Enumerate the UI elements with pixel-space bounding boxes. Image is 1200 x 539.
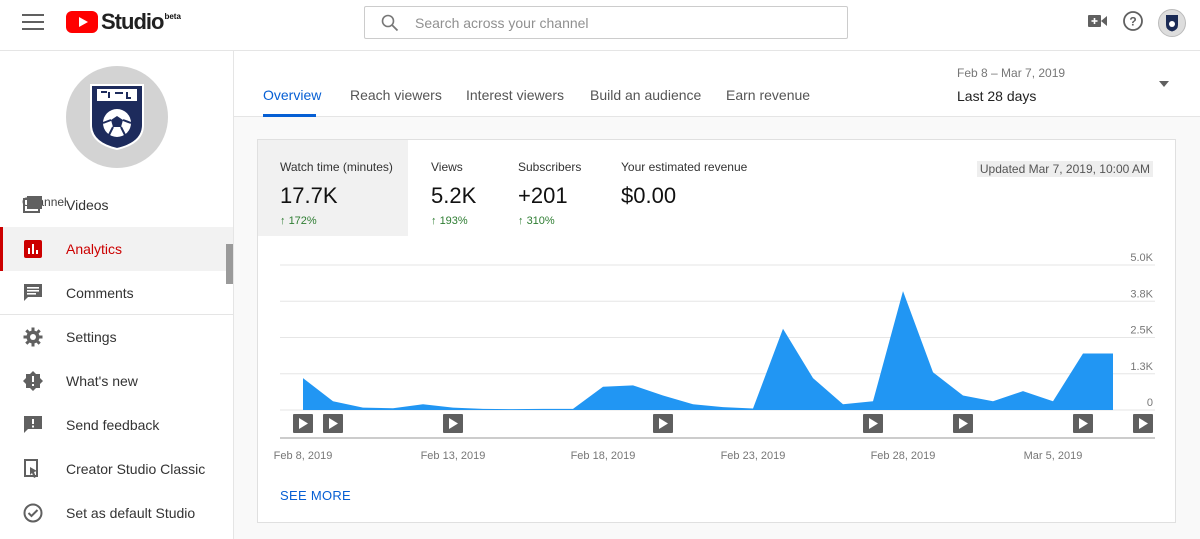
metric-estimated-revenue[interactable]: Your estimated revenue $0.00 — [621, 140, 771, 236]
y-tick-label: 1.3K — [1130, 361, 1153, 373]
metric-change: ↑ 193% — [431, 215, 468, 227]
x-tick-label: Feb 23, 2019 — [721, 450, 786, 462]
y-tick-label: 0 — [1147, 397, 1153, 409]
sidebar-item-label: Settings — [66, 329, 117, 345]
search-icon — [381, 14, 399, 31]
video-marker[interactable] — [323, 414, 343, 433]
x-tick-label: Mar 5, 2019 — [1024, 450, 1083, 462]
top-bar: Studio beta ? — [0, 0, 1200, 51]
active-tab-indicator — [263, 114, 316, 117]
x-tick-label: Feb 28, 2019 — [871, 450, 936, 462]
y-tick-label: 5.0K — [1130, 252, 1153, 264]
metric-subscribers[interactable]: Subscribers +201 ↑ 310% — [518, 140, 608, 236]
x-tick-label: Feb 13, 2019 — [421, 450, 486, 462]
account-avatar[interactable] — [1158, 9, 1186, 37]
overview-card: Watch time (minutes) 17.7K ↑ 172% Views … — [257, 139, 1176, 523]
tab-interest-viewers[interactable]: Interest viewers — [466, 87, 565, 103]
video-marker[interactable] — [1133, 414, 1153, 433]
search-input[interactable] — [415, 14, 815, 31]
comments-icon — [22, 283, 44, 303]
video-marker[interactable] — [653, 414, 673, 433]
video-marker[interactable] — [1073, 414, 1093, 433]
date-range-dates: Feb 8 – Mar 7, 2019 — [957, 66, 1066, 80]
logo-badge: beta — [164, 11, 181, 21]
videos-icon — [22, 196, 44, 214]
analytics-icon — [22, 240, 44, 258]
sidebar-item-send-feedback[interactable]: Send feedback — [0, 403, 233, 447]
sidebar: Channel Videos Analytics Comments Settin… — [0, 51, 234, 539]
metric-value: 5.2K — [431, 183, 477, 208]
metric-value: $0.00 — [621, 183, 677, 208]
metric-change: ↑ 310% — [518, 215, 555, 227]
arrow-up-icon: ↑ — [518, 215, 524, 227]
classic-icon — [22, 459, 44, 479]
video-marker[interactable] — [293, 414, 313, 433]
sidebar-item-whats-new[interactable]: What's new — [0, 359, 233, 403]
youtube-play-icon — [66, 11, 98, 33]
tabs-bar: Overview Reach viewers Interest viewers … — [234, 51, 1200, 117]
updated-timestamp: Updated Mar 7, 2019, 10:00 AM — [976, 161, 1153, 177]
metric-label: Subscribers — [518, 160, 582, 174]
metric-label: Watch time (minutes) — [280, 160, 393, 174]
sidebar-item-settings[interactable]: Settings — [0, 315, 233, 359]
date-range-label: Last 28 days — [957, 88, 1037, 104]
video-marker[interactable] — [443, 414, 463, 433]
sidebar-item-creator-studio-classic[interactable]: Creator Studio Classic — [0, 447, 233, 491]
gear-icon — [22, 327, 44, 347]
sidebar-item-analytics[interactable]: Analytics — [0, 227, 233, 271]
watch-time-chart: 5.0K 3.8K 2.5K 1.3K 0 Feb 8, 2019 Feb 13, 2019… — [274, 252, 1155, 462]
arrow-up-icon: ↑ — [280, 215, 286, 227]
sidebar-item-label: Creator Studio Classic — [66, 461, 206, 477]
date-range-selector[interactable]: Feb 8 – Mar 7, 2019 Last 28 days — [957, 66, 1187, 104]
sidebar-scrollbar[interactable] — [226, 244, 233, 284]
x-tick-label: Feb 18, 2019 — [571, 450, 636, 462]
tab-reach-viewers[interactable]: Reach viewers — [350, 87, 442, 103]
sidebar-item-label: What's new — [66, 373, 138, 389]
channel-logo-icon — [90, 84, 144, 151]
metric-label: Your estimated revenue — [621, 160, 748, 174]
tab-build-an-audience[interactable]: Build an audience — [590, 87, 702, 103]
sidebar-item-label: Analytics — [66, 241, 123, 257]
svg-text:?: ? — [1129, 14, 1136, 28]
sidebar-item-label: Videos — [66, 197, 109, 213]
metric-label: Views — [431, 160, 463, 174]
sidebar-item-label: Send feedback — [66, 417, 160, 433]
search-box[interactable] — [364, 6, 848, 39]
menu-icon[interactable] — [22, 14, 44, 32]
sidebar-item-comments[interactable]: Comments — [0, 271, 233, 315]
check-circle-icon — [22, 503, 44, 523]
sidebar-item-label: Comments — [66, 284, 134, 301]
metric-watch-time[interactable]: Watch time (minutes) 17.7K ↑ 172% — [258, 140, 408, 236]
x-tick-label: Feb 8, 2019 — [274, 450, 333, 462]
feedback-icon — [22, 415, 44, 435]
tab-earn-revenue[interactable]: Earn revenue — [726, 87, 811, 103]
sidebar-item-label: Set as default Studio — [66, 505, 196, 521]
help-icon[interactable]: ? — [1122, 10, 1144, 37]
whats-new-icon — [22, 371, 44, 391]
metric-change: ↑ 172% — [280, 215, 317, 227]
channel-avatar[interactable] — [66, 66, 168, 168]
chevron-down-icon[interactable] — [1159, 81, 1169, 87]
video-marker[interactable] — [953, 414, 973, 433]
logo-text: Studio — [101, 9, 164, 34]
y-tick-label: 2.5K — [1130, 325, 1153, 337]
studio-logo[interactable]: Studio beta — [66, 9, 181, 35]
y-tick-label: 3.8K — [1130, 288, 1153, 300]
metric-views[interactable]: Views 5.2K ↑ 193% — [431, 140, 501, 236]
tab-overview[interactable]: Overview — [263, 87, 322, 103]
see-more-link[interactable]: SEE MORE — [280, 488, 352, 503]
arrow-up-icon: ↑ — [431, 215, 437, 227]
sidebar-item-videos[interactable]: Videos — [0, 183, 233, 227]
create-video-icon[interactable] — [1088, 13, 1108, 34]
video-marker[interactable] — [863, 414, 883, 433]
metric-value: +201 — [518, 183, 568, 208]
sidebar-item-set-default-studio[interactable]: Set as default Studio — [0, 491, 233, 535]
main-content: Overview Reach viewers Interest viewers … — [234, 51, 1200, 539]
metric-value: 17.7K — [280, 183, 338, 208]
series-area — [303, 291, 1113, 410]
